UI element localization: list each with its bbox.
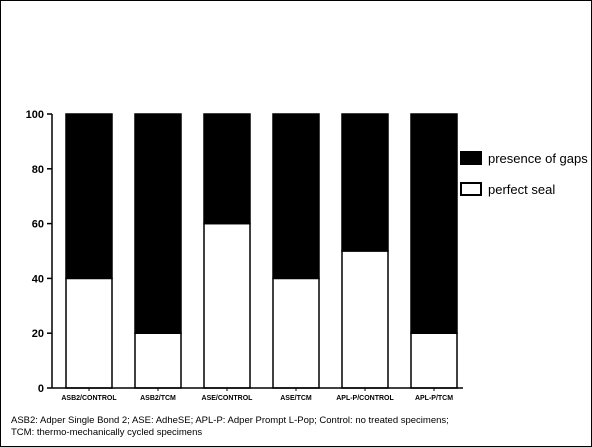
legend-swatch-gaps bbox=[460, 151, 482, 165]
bar-gaps-2 bbox=[203, 113, 251, 225]
y-tick-label: 20 bbox=[32, 328, 44, 340]
caption-line-1: ASB2: Adper Single Bond 2; ASE: AdheSE; … bbox=[11, 415, 449, 426]
x-tick-label: APL-P/CONTROL bbox=[336, 395, 394, 402]
y-tick-label: 0 bbox=[38, 383, 44, 395]
caption-line-2: TCM: thermo-mechanically cycled specimen… bbox=[11, 427, 203, 438]
x-tick-label: ASE/CONTROL bbox=[202, 395, 254, 402]
x-tick-label: ASB2/TCM bbox=[140, 395, 176, 402]
bar-gaps-5 bbox=[410, 113, 458, 334]
figure-caption: ASB2: Adper Single Bond 2; ASE: AdheSE; … bbox=[11, 415, 586, 439]
bar-perfect-seal-4 bbox=[341, 250, 389, 389]
y-tick-label: 80 bbox=[32, 164, 44, 176]
x-tick-label: ASB2/CONTROL bbox=[61, 395, 117, 402]
y-tick-label: 40 bbox=[32, 273, 44, 285]
legend-swatch-perfect-seal bbox=[460, 182, 482, 196]
bar-gaps-1 bbox=[134, 113, 182, 334]
y-tick-label: 100 bbox=[26, 109, 44, 121]
x-tick-label: ASE/TCM bbox=[280, 395, 312, 402]
bar-gaps-3 bbox=[272, 113, 320, 280]
x-tick-label: APL-P/TCM bbox=[415, 395, 453, 402]
bar-perfect-seal-1 bbox=[134, 332, 182, 389]
stacked-bar-chart: ASB2/CONTROL ASB2/TCM ASE/CONTROL ASE/TCM AP… bbox=[26, 109, 589, 402]
bar-gaps-4 bbox=[341, 113, 389, 252]
legend-label: presence of gaps bbox=[488, 151, 588, 166]
legend-label: perfect seal bbox=[488, 182, 555, 197]
bar-perfect-seal-0 bbox=[65, 277, 113, 389]
bar-gaps-0 bbox=[65, 113, 113, 280]
bar-perfect-seal-5 bbox=[410, 332, 458, 389]
y-tick-label: 60 bbox=[32, 219, 44, 231]
bar-perfect-seal-3 bbox=[272, 277, 320, 389]
bar-perfect-seal-2 bbox=[203, 222, 251, 389]
